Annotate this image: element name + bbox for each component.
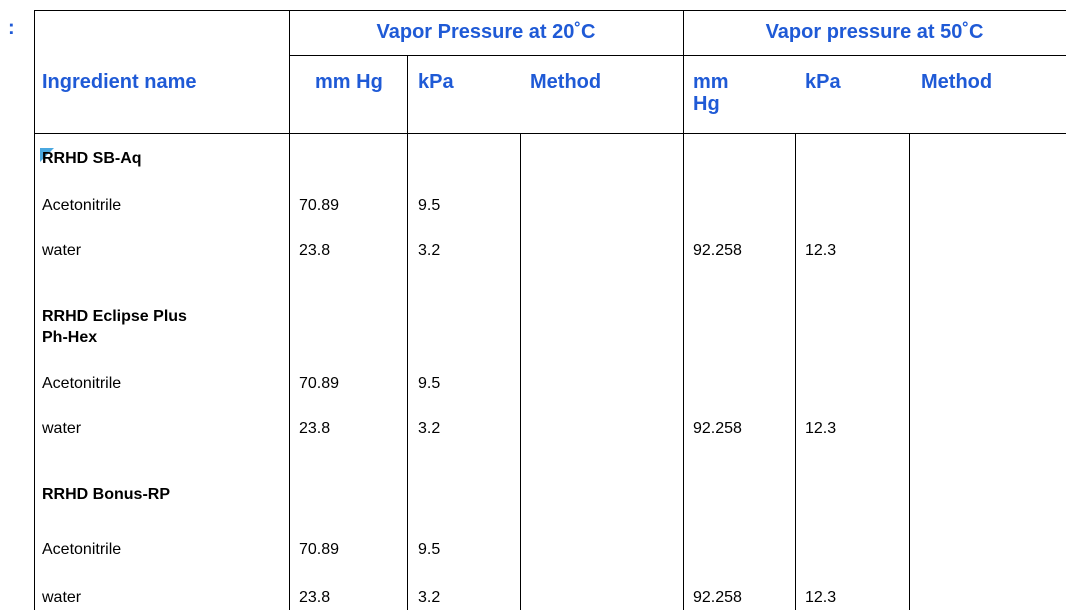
border [34, 10, 1066, 11]
cell: Acetonitrile [42, 197, 122, 214]
column-header: Ingredient name [42, 71, 197, 93]
group-name: RRHD Bonus-RP [42, 486, 170, 503]
column-header: Method [921, 71, 993, 93]
border [683, 10, 684, 610]
column-header: kPa [805, 71, 841, 93]
cell: 12.3 [805, 242, 837, 259]
group-header: Vapor pressure at 50˚C [765, 21, 984, 43]
cell: Acetonitrile [42, 375, 122, 392]
border [407, 55, 408, 610]
group-name: RRHD SB-Aq [42, 150, 142, 167]
marker: : [8, 17, 15, 39]
cell: 70.89 [299, 375, 340, 392]
border [34, 10, 35, 610]
cell: 12.3 [805, 420, 837, 437]
group-header: Vapor Pressure at 20˚C [376, 21, 596, 43]
border [909, 133, 910, 610]
cell: 92.258 [693, 420, 742, 437]
cell: 92.258 [693, 242, 742, 259]
cell: 70.89 [299, 197, 340, 214]
column-header: Method [530, 71, 602, 93]
border [795, 133, 796, 610]
border [289, 55, 1066, 56]
border [520, 133, 521, 610]
cell: 9.5 [418, 541, 441, 558]
cell: 92.258 [693, 589, 742, 606]
cell: 9.5 [418, 197, 441, 214]
cell: 70.89 [299, 541, 340, 558]
cell: 23.8 [299, 589, 331, 606]
column-header: mm Hg [315, 71, 383, 93]
cell: 3.2 [418, 242, 441, 259]
cell: 23.8 [299, 242, 331, 259]
border [34, 133, 1066, 134]
group-name: RRHD Eclipse Plus Ph-Hex [42, 308, 187, 346]
cell: 3.2 [418, 589, 441, 606]
cell: 12.3 [805, 589, 837, 606]
cell: water [42, 589, 82, 606]
cell: Acetonitrile [42, 541, 122, 558]
cell: 3.2 [418, 420, 441, 437]
column-header: mm Hg [693, 71, 729, 115]
cell: 23.8 [299, 420, 331, 437]
cell: water [42, 242, 82, 259]
cell: 9.5 [418, 375, 441, 392]
column-header: kPa [418, 71, 454, 93]
marker-icon [40, 148, 54, 162]
border [289, 10, 290, 610]
cell: water [42, 420, 82, 437]
